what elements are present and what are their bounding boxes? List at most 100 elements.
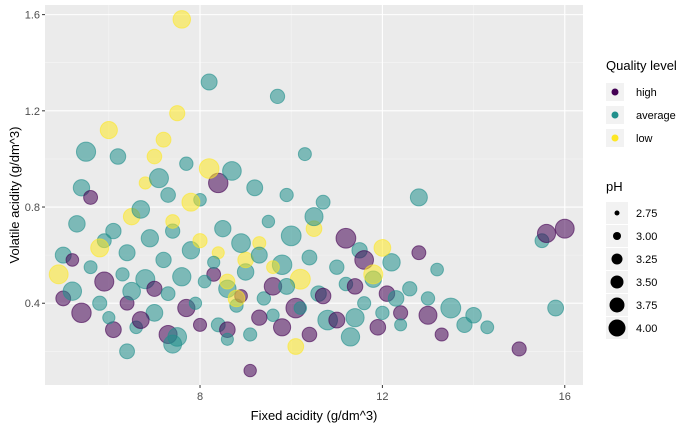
size-key-circle (613, 232, 621, 240)
y-axis-ticks: 0.4 0.8 1.2 1.6 (25, 10, 45, 310)
data-point-high (434, 327, 449, 342)
data-point-average (75, 141, 97, 162)
x-tick-label: 8 (197, 391, 203, 403)
data-point-average (394, 318, 408, 332)
data-point-low (181, 192, 201, 212)
data-point-average (197, 274, 212, 289)
data-point-average (92, 295, 108, 311)
data-point-average (357, 296, 372, 311)
data-point-low (169, 105, 186, 122)
y-axis-title: Volatile acidity (g/dm^3) (7, 127, 22, 264)
data-point-average (102, 311, 116, 325)
data-point-low (373, 239, 392, 257)
size-legend-label: 3.75 (636, 300, 657, 312)
data-point-average (119, 343, 135, 360)
data-point-average (160, 286, 176, 302)
data-point-average (72, 179, 91, 197)
data-point-average (280, 225, 302, 247)
data-point-average (297, 147, 312, 162)
data-point-average (329, 259, 345, 275)
data-point-low (99, 121, 118, 140)
data-point-average (301, 249, 318, 266)
legend-key-high (611, 88, 619, 96)
color-legend-title: Quality level (606, 58, 677, 73)
data-point-average (145, 303, 164, 322)
size-key-circle (608, 319, 626, 337)
data-point-average (279, 187, 294, 203)
data-point-low (146, 148, 163, 165)
data-point-average (149, 168, 169, 189)
size-legend-label: 3.50 (636, 277, 657, 289)
legend-key-average (611, 111, 619, 119)
data-point-low (172, 10, 192, 29)
data-point-average (68, 215, 86, 233)
data-point-high (554, 218, 575, 239)
x-tick-label: 16 (559, 391, 571, 403)
data-point-average (160, 187, 176, 203)
data-point-high (354, 250, 375, 270)
data-point-average (402, 281, 418, 297)
data-point-low (155, 131, 172, 148)
data-point-average (140, 229, 160, 248)
data-point-average (207, 255, 221, 269)
data-point-average (220, 332, 234, 346)
size-legend-label: 3.00 (636, 231, 657, 243)
data-point-low (48, 264, 69, 285)
data-point-low (363, 264, 384, 285)
data-point-average (243, 327, 258, 342)
data-point-high (369, 318, 387, 336)
size-key-circle (614, 210, 620, 216)
data-point-average (340, 327, 361, 347)
data-point-average (430, 262, 444, 277)
data-point-low (227, 289, 246, 308)
data-point-average (261, 214, 276, 229)
data-point-average (131, 200, 151, 219)
size-legend: pH 2.75 3.00 3.25 3.50 3.75 4.00 (606, 179, 657, 339)
size-legend-label: 3.25 (636, 254, 657, 266)
data-point-average (115, 267, 130, 282)
data-point-low (266, 260, 280, 275)
data-point-average (547, 299, 565, 317)
data-point-average (222, 161, 242, 181)
data-point-average (315, 194, 331, 210)
x-tick-label: 12 (376, 391, 388, 403)
data-point-high (314, 287, 332, 305)
size-key-circle (609, 297, 625, 313)
data-point-high (251, 309, 268, 326)
data-point-high (418, 305, 438, 325)
data-point-high (393, 305, 409, 321)
data-point-average (62, 281, 83, 301)
x-axis-ticks: 8 12 16 (197, 385, 571, 403)
legend-label-low: low (636, 133, 653, 145)
data-point-average (122, 281, 141, 301)
data-point-low (90, 238, 110, 258)
data-point-high (243, 363, 257, 378)
data-point-high (411, 245, 427, 261)
data-point-low (165, 214, 181, 229)
data-point-high (83, 189, 99, 205)
size-key-circle (611, 253, 623, 265)
data-point-high (536, 223, 557, 244)
data-point-average (375, 305, 390, 321)
data-point-high (192, 317, 208, 332)
data-point-average (109, 148, 127, 165)
y-tick-label: 1.6 (25, 10, 40, 22)
size-legend-title: pH (606, 179, 623, 194)
data-point-average (278, 277, 296, 295)
legend-label-average: average (636, 110, 676, 122)
data-point-average (214, 220, 232, 238)
size-legend-label: 2.75 (636, 208, 657, 220)
data-point-high (511, 341, 527, 357)
data-point-low (287, 338, 305, 355)
y-tick-label: 0.4 (25, 298, 40, 310)
y-tick-label: 1.2 (25, 106, 40, 118)
data-point-average (105, 222, 122, 240)
data-point-average (250, 246, 268, 264)
data-point-average (440, 297, 462, 319)
data-point-high (94, 271, 115, 292)
size-key-circle (610, 275, 624, 289)
data-point-average (420, 291, 436, 306)
data-point-average (256, 291, 272, 306)
data-point-average (480, 320, 495, 335)
